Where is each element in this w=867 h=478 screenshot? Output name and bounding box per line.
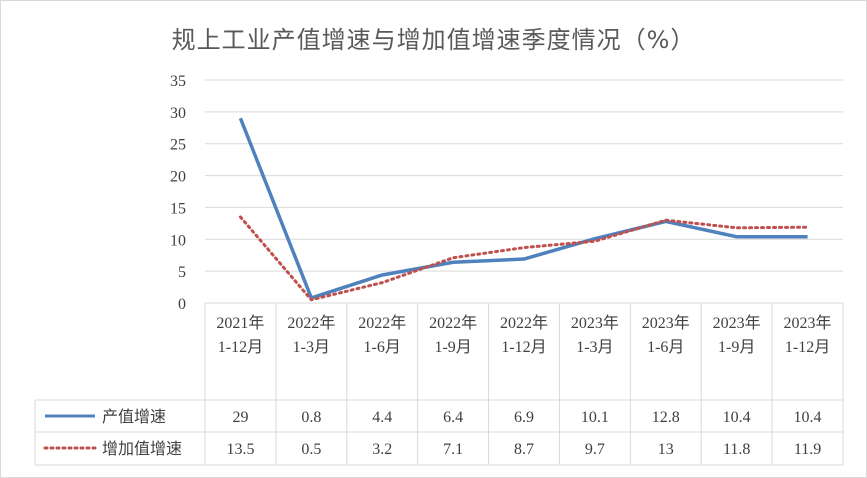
x-tick-label: 2022年	[429, 314, 477, 332]
data-label: 3.2	[372, 441, 392, 458]
x-tick-label: 2023年	[713, 314, 761, 332]
x-tick-label: 2022年	[500, 314, 548, 332]
legend-label: 增加值增速	[102, 440, 182, 458]
data-label: 0.5	[301, 441, 321, 458]
data-label: 29	[232, 409, 248, 426]
y-tick-label: 30	[170, 105, 186, 122]
x-tick-label: 2021年	[216, 314, 264, 332]
data-label: 6.9	[514, 409, 534, 426]
data-label: 11.9	[794, 441, 821, 458]
x-tick-label: 2022年	[358, 314, 406, 332]
y-tick-label: 0	[178, 296, 186, 313]
data-label: 10.1	[581, 409, 609, 426]
data-label: 9.7	[585, 441, 605, 458]
legend-label: 产值增速	[102, 408, 166, 426]
x-tick-label: 1-12月	[501, 339, 546, 356]
data-label: 13.5	[226, 441, 254, 458]
x-tick-label: 1-9月	[434, 339, 471, 356]
data-label: 0.8	[301, 409, 321, 426]
x-tick-label: 1-3月	[576, 339, 613, 356]
data-label: 10.4	[723, 409, 751, 426]
x-tick-label: 1-12月	[785, 339, 830, 356]
data-label: 7.1	[443, 441, 463, 458]
y-tick-label: 20	[170, 169, 186, 186]
x-tick-label: 1-6月	[364, 339, 401, 356]
data-label: 4.4	[372, 409, 392, 426]
y-tick-label: 35	[170, 73, 186, 90]
data-label: 6.4	[443, 409, 463, 426]
chart-title: 规上工业产值增速与增加值增速季度情况（%）	[171, 26, 696, 54]
x-tick-label: 1-12月	[218, 339, 263, 356]
series-line-0	[238, 117, 808, 300]
data-label: 12.8	[652, 409, 680, 426]
data-label: 10.4	[794, 409, 822, 426]
series-line-1	[238, 215, 810, 302]
x-tick-label: 2023年	[784, 314, 832, 332]
data-label: 13	[658, 441, 674, 458]
y-tick-label: 15	[170, 200, 186, 217]
x-tick-label: 1-9月	[718, 339, 755, 356]
x-tick-label: 1-3月	[293, 339, 330, 356]
y-tick-label: 10	[170, 232, 186, 249]
x-tick-label: 2023年	[571, 314, 619, 332]
y-tick-label: 5	[178, 264, 186, 281]
x-tick-label: 2022年	[287, 314, 335, 332]
x-tick-label: 1-6月	[647, 339, 684, 356]
x-tick-label: 2023年	[642, 314, 690, 332]
y-tick-label: 25	[170, 137, 186, 154]
data-label: 11.8	[723, 441, 750, 458]
data-label: 8.7	[514, 441, 534, 458]
